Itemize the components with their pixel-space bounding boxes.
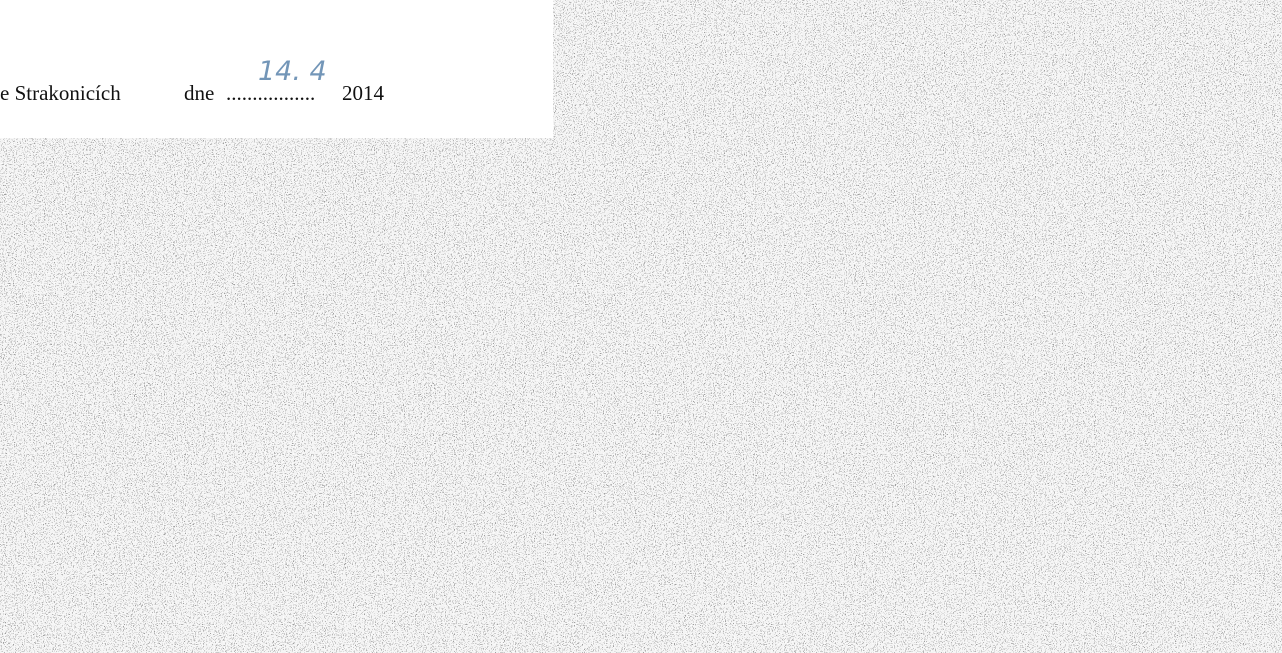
date-dots: ................. [226,81,315,105]
place-text: e Strakonicích [0,81,121,105]
year-text: 2014 [342,81,385,105]
clean-area [0,0,553,138]
date-word: dne [184,81,214,105]
handwritten-date: 14. 4 [258,56,327,87]
